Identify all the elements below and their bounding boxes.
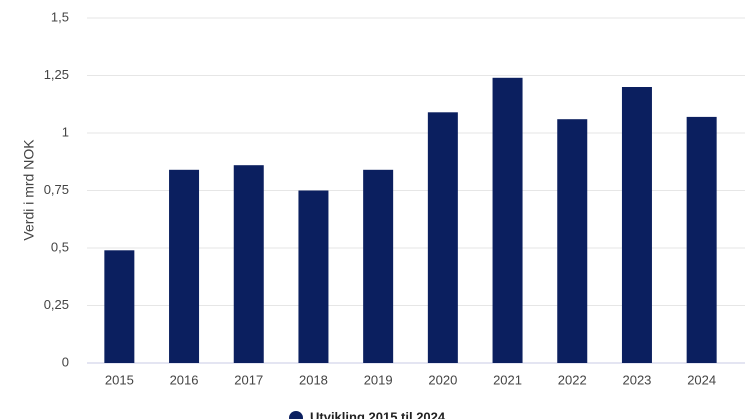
x-tick-label: 2018 bbox=[299, 372, 328, 387]
y-tick-label: 1,25 bbox=[44, 67, 69, 82]
bar bbox=[492, 77, 523, 364]
y-tick-label: 1,5 bbox=[51, 9, 69, 24]
x-tick-label: 2021 bbox=[493, 372, 522, 387]
bar bbox=[104, 250, 135, 363]
y-axis-label: Verdi i mrd NOK bbox=[21, 139, 37, 241]
bar bbox=[557, 119, 588, 363]
bar bbox=[169, 169, 200, 363]
x-tick-label: 2020 bbox=[428, 372, 457, 387]
x-tick-label: 2015 bbox=[105, 372, 134, 387]
y-tick-label: 0,75 bbox=[44, 182, 69, 197]
y-tick-label: 0 bbox=[62, 354, 69, 369]
y-tick-label: 0,5 bbox=[51, 239, 69, 254]
y-tick-label: 1 bbox=[62, 124, 69, 139]
x-tick-label: 2019 bbox=[364, 372, 393, 387]
bar bbox=[363, 169, 394, 363]
x-tick-label: 2016 bbox=[170, 372, 199, 387]
bar bbox=[686, 116, 717, 364]
x-tick-label: 2017 bbox=[234, 372, 263, 387]
bar bbox=[427, 112, 458, 363]
bar bbox=[298, 190, 329, 363]
legend-marker bbox=[289, 411, 303, 419]
legend-label: Utvikling 2015 til 2024 bbox=[310, 409, 446, 419]
y-tick-label: 0,25 bbox=[44, 297, 69, 312]
x-tick-label: 2024 bbox=[687, 372, 716, 387]
x-tick-label: 2022 bbox=[558, 372, 587, 387]
bar bbox=[621, 87, 652, 363]
bar bbox=[233, 165, 264, 363]
x-tick-label: 2023 bbox=[622, 372, 651, 387]
